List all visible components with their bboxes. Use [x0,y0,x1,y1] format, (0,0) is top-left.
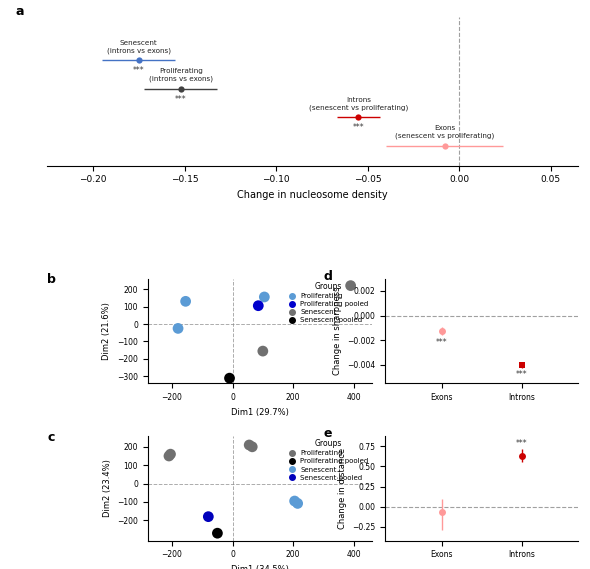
Text: d: d [323,270,332,283]
Legend: Proliferating, Proliferating pooled, Senescent, Senescent pooled: Proliferating, Proliferating pooled, Sen… [289,282,368,323]
Point [254,301,263,310]
Point [346,281,355,290]
Y-axis label: Change in distance: Change in distance [337,448,347,529]
Point [164,451,173,460]
Point [225,374,234,383]
Text: ***: *** [516,370,527,379]
Text: b: b [47,273,56,286]
Point [293,499,302,508]
Text: ***: *** [516,439,527,448]
Point [260,292,269,302]
Text: ***: *** [175,95,186,104]
Text: Exons
(senescent vs proliferating): Exons (senescent vs proliferating) [395,125,494,139]
Point [244,440,254,450]
Text: Introns
(senescent vs proliferating): Introns (senescent vs proliferating) [309,97,408,111]
Text: Proliferating
(introns vs exons): Proliferating (introns vs exons) [149,68,213,83]
X-axis label: Dim1 (34.5%): Dim1 (34.5%) [231,565,289,569]
Y-axis label: Change in sharpness: Change in sharpness [333,287,342,376]
Text: a: a [15,5,24,18]
Text: ***: *** [436,337,447,347]
Text: Senescent
(introns vs exons): Senescent (introns vs exons) [107,40,171,53]
Point [181,297,191,306]
Point [258,347,267,356]
Point [166,450,175,459]
Point [212,529,222,538]
Point [290,497,299,506]
Y-axis label: Dim2 (23.4%): Dim2 (23.4%) [103,459,112,517]
X-axis label: Change in nucleosome density: Change in nucleosome density [237,190,388,200]
Point [204,512,213,521]
Point [248,442,257,451]
Point [173,324,183,333]
Legend: Proliferating, Proliferating pooled, Senescent, Senescent pooled: Proliferating, Proliferating pooled, Sen… [289,439,368,481]
Text: ***: *** [353,123,364,133]
Y-axis label: Dim2 (21.6%): Dim2 (21.6%) [103,302,112,360]
X-axis label: Dim1 (29.7%): Dim1 (29.7%) [231,407,289,417]
Text: c: c [47,431,54,444]
Text: e: e [323,427,332,440]
Text: ***: *** [133,66,145,75]
